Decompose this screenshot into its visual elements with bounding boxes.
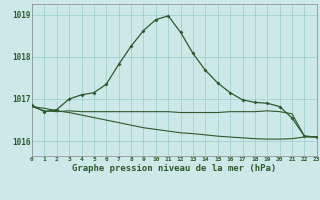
- X-axis label: Graphe pression niveau de la mer (hPa): Graphe pression niveau de la mer (hPa): [72, 164, 276, 173]
